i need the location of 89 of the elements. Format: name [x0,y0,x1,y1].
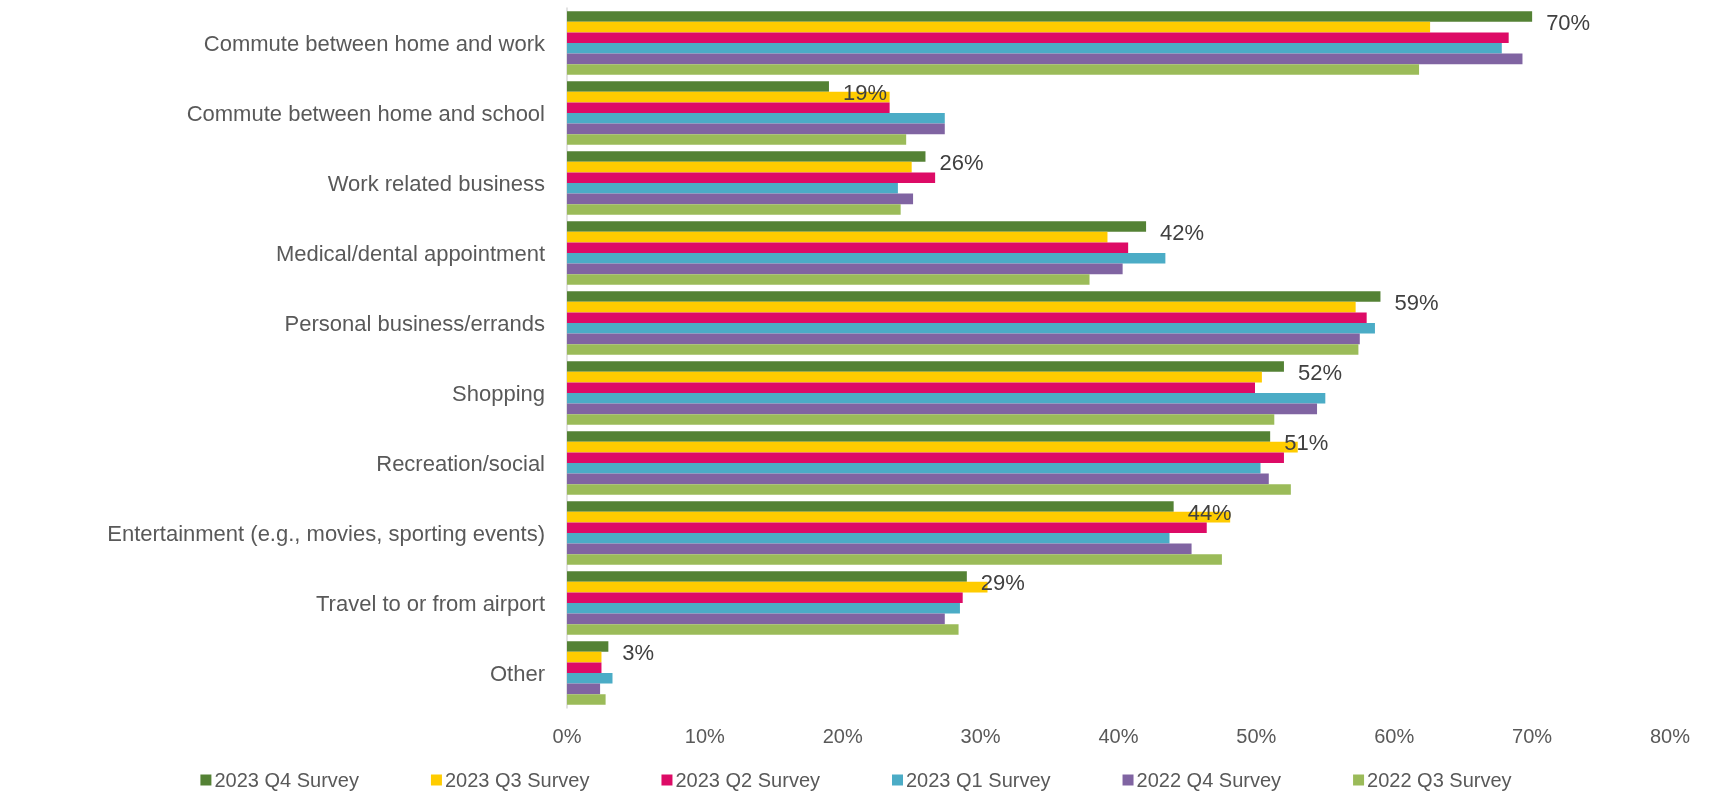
bar [567,151,926,162]
bar [567,382,1255,393]
legend-label: 2022 Q4 Survey [1136,769,1282,791]
y-tick-label: Travel to or from airport [315,590,545,616]
bar [567,43,1502,54]
legend-label: 2023 Q4 Survey [214,769,359,791]
bar [567,344,1359,355]
bar [567,274,1090,285]
bar [567,543,1192,555]
bar [567,221,1147,232]
bar [567,673,613,684]
y-tick-label: Recreation/social [376,450,545,476]
y-tick-label: Work related business [327,170,545,196]
bar [567,204,901,215]
bar [567,662,602,673]
bar [567,501,1174,512]
y-tick-label: Entertainment (e.g., movies, sporting events) [107,520,545,546]
bar [567,193,914,205]
legend-label: 2023 Q3 Survey [444,769,590,791]
bar [567,473,1269,485]
bar [567,123,945,135]
bar [567,414,1275,425]
bar [567,81,829,92]
x-tick-label: 10% [684,725,726,747]
bar [567,263,1123,275]
bar [567,172,936,183]
bar [567,393,1326,404]
data-label: 29% [980,569,1025,595]
x-tick-label: 80% [1649,725,1691,747]
y-tick-label: Personal business/errands [284,310,545,336]
bar [567,603,960,614]
bar [567,403,1318,415]
x-tick-label: 50% [1236,725,1277,747]
bar [567,533,1170,544]
bar [567,431,1271,442]
data-label: 42% [1160,219,1205,245]
x-tick-label: 40% [1098,725,1139,747]
data-label: 52% [1297,359,1342,385]
bar [567,361,1284,372]
bar [567,11,1533,22]
bar [567,641,609,652]
bar [567,323,1375,334]
bar [567,624,959,635]
x-tick-label: 0% [552,725,582,747]
x-tick-label: 30% [960,725,1001,747]
bar [567,312,1367,323]
bar [567,463,1261,474]
y-tick-label: Shopping [452,380,545,406]
bar [567,183,898,194]
legend-label: 2023 Q1 Survey [906,769,1051,791]
data-label: 70% [1546,9,1591,35]
bar [567,484,1291,495]
x-tick-label: 60% [1374,725,1415,747]
data-label: 26% [939,149,984,175]
bar [567,522,1207,533]
bar [567,113,945,124]
y-tick-label: Commute between home and work [203,30,546,56]
bar [567,291,1381,302]
data-label: 51% [1284,429,1329,455]
bar [567,683,601,695]
y-tick-label: Commute between home and school [186,100,545,126]
bar [567,333,1360,345]
data-label: 59% [1394,289,1439,315]
legend-label: 2023 Q2 Survey [675,769,820,791]
bar [567,613,945,625]
x-tick-label: 20% [822,725,863,747]
bar [567,301,1356,313]
bar [567,64,1420,75]
bar [567,371,1262,383]
bar [567,32,1509,43]
bar [567,53,1523,65]
bar [567,554,1222,565]
data-label: 3% [622,639,655,665]
bar [567,592,963,603]
bar [567,134,907,145]
bar [567,242,1129,253]
y-tick-label: Medical/dental appointment [275,240,545,266]
bar [567,571,967,582]
bar [567,102,890,113]
bar [567,231,1108,243]
legend-label: 2022 Q3 Survey [1367,769,1512,791]
y-tick-label: Other [489,660,545,686]
bar [567,651,602,663]
bar [567,694,606,705]
bar [567,161,912,173]
bar [567,21,1431,33]
bar [567,452,1284,463]
x-tick-label: 70% [1512,725,1553,747]
bar [567,253,1166,264]
